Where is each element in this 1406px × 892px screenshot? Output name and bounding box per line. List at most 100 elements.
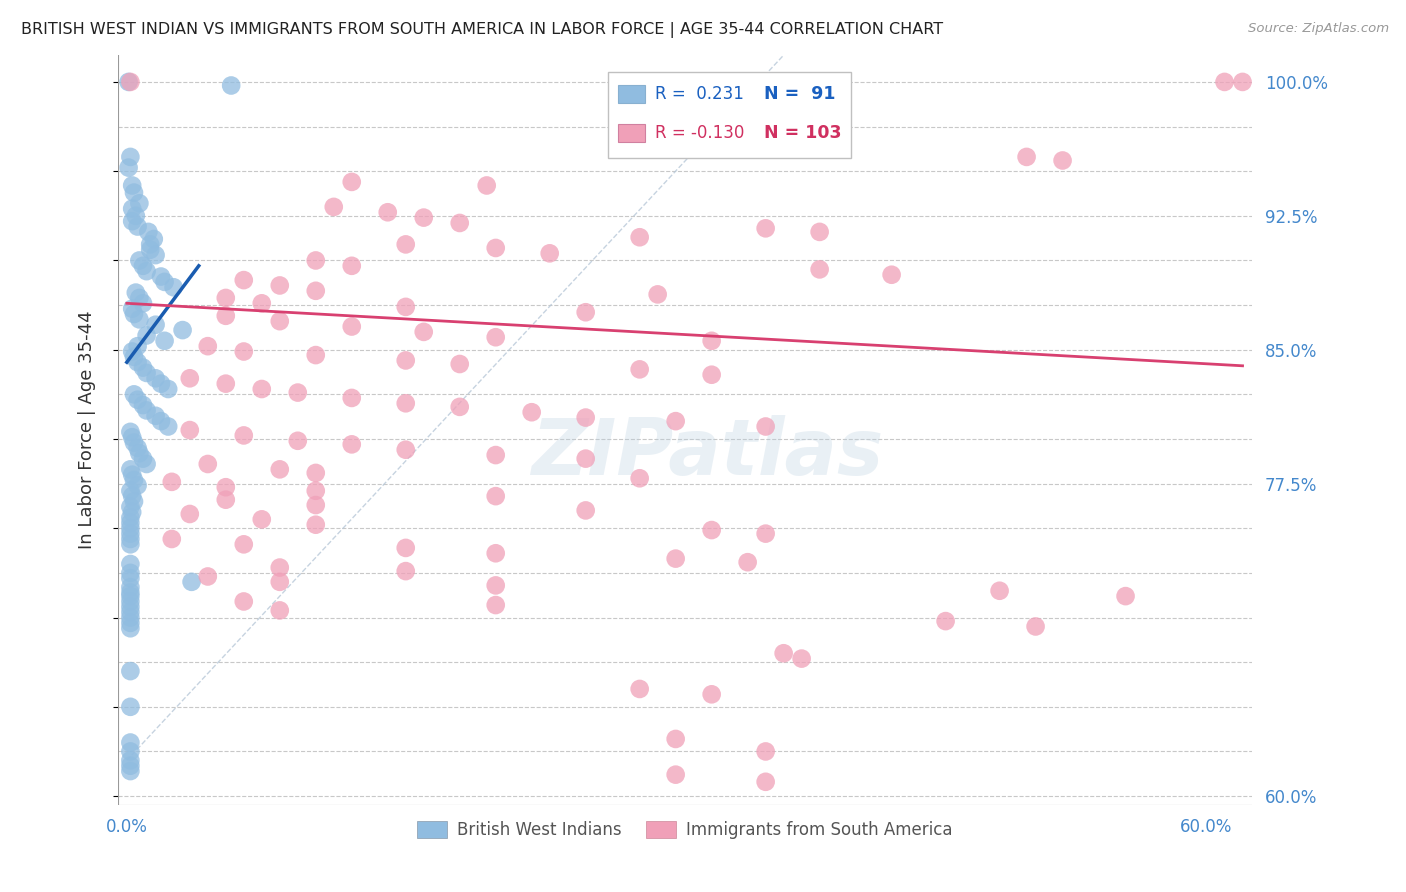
Point <box>485 546 508 560</box>
Point <box>232 594 254 608</box>
Point <box>395 564 418 578</box>
Point <box>142 232 165 246</box>
Point <box>121 178 143 193</box>
Point <box>395 541 418 555</box>
Point <box>269 560 291 574</box>
Point <box>485 241 508 255</box>
Point <box>135 457 157 471</box>
Point <box>132 451 155 466</box>
Point <box>145 318 167 332</box>
Point <box>120 615 142 630</box>
Point <box>128 253 150 268</box>
Point <box>1115 589 1137 603</box>
Point <box>121 467 143 482</box>
Point <box>665 551 688 566</box>
Point <box>395 300 418 314</box>
Point <box>120 753 142 767</box>
Point <box>120 764 142 778</box>
Point <box>150 414 173 428</box>
Point <box>628 471 651 485</box>
Point <box>485 489 508 503</box>
Point <box>520 405 543 419</box>
Text: R =  0.231: R = 0.231 <box>655 85 744 103</box>
Point <box>755 774 778 789</box>
Point <box>125 209 148 223</box>
Point <box>197 457 219 471</box>
Point <box>305 348 328 362</box>
Point <box>121 505 143 519</box>
Point <box>122 186 145 200</box>
Point <box>157 382 180 396</box>
Point <box>485 598 508 612</box>
Point <box>120 589 142 603</box>
Point <box>120 521 142 535</box>
Point <box>232 273 254 287</box>
Point <box>132 360 155 375</box>
Point <box>1232 75 1254 89</box>
Point <box>215 480 238 494</box>
Point <box>700 368 723 382</box>
Point <box>269 462 291 476</box>
Point <box>449 400 471 414</box>
Point <box>808 225 831 239</box>
Point <box>121 202 143 216</box>
Point <box>880 268 903 282</box>
Point <box>215 309 238 323</box>
Point <box>120 425 142 439</box>
Point <box>132 398 155 412</box>
Text: ZIPatlas: ZIPatlas <box>531 415 883 491</box>
Point <box>117 75 139 89</box>
Point <box>215 376 238 391</box>
Point <box>340 259 363 273</box>
Point <box>665 731 688 746</box>
Point <box>120 610 142 624</box>
Point <box>150 376 173 391</box>
Point <box>120 744 142 758</box>
Point <box>287 385 309 400</box>
Point <box>160 532 183 546</box>
Point <box>197 569 219 583</box>
Point <box>153 275 176 289</box>
Point <box>755 419 778 434</box>
Point <box>475 178 498 193</box>
Point <box>120 462 142 476</box>
Point <box>122 350 145 364</box>
Point <box>628 230 651 244</box>
Point <box>145 371 167 385</box>
Point <box>120 526 142 541</box>
Point <box>575 503 598 517</box>
Point <box>628 362 651 376</box>
Point <box>120 758 142 772</box>
Text: BRITISH WEST INDIAN VS IMMIGRANTS FROM SOUTH AMERICA IN LABOR FORCE | AGE 35-44 : BRITISH WEST INDIAN VS IMMIGRANTS FROM S… <box>21 22 943 38</box>
Point <box>772 646 794 660</box>
Point <box>305 498 328 512</box>
Point <box>538 246 561 260</box>
Point <box>179 371 201 385</box>
Point <box>665 767 688 781</box>
Point <box>120 580 142 594</box>
Point <box>120 699 142 714</box>
Point <box>135 264 157 278</box>
Point <box>122 435 145 450</box>
FancyBboxPatch shape <box>617 85 645 103</box>
Point <box>305 483 328 498</box>
Point <box>340 175 363 189</box>
Point <box>988 583 1011 598</box>
Point <box>232 344 254 359</box>
Point <box>139 243 162 257</box>
Point <box>808 262 831 277</box>
Point <box>127 478 149 492</box>
Point <box>250 382 273 396</box>
Point <box>700 334 723 348</box>
Point <box>800 75 823 89</box>
FancyBboxPatch shape <box>617 124 645 142</box>
Point <box>250 512 273 526</box>
Point <box>269 574 291 589</box>
Point <box>755 526 778 541</box>
Point <box>128 291 150 305</box>
Point <box>305 253 328 268</box>
Point <box>145 248 167 262</box>
Point <box>128 446 150 460</box>
Point <box>287 434 309 448</box>
Point <box>179 507 201 521</box>
